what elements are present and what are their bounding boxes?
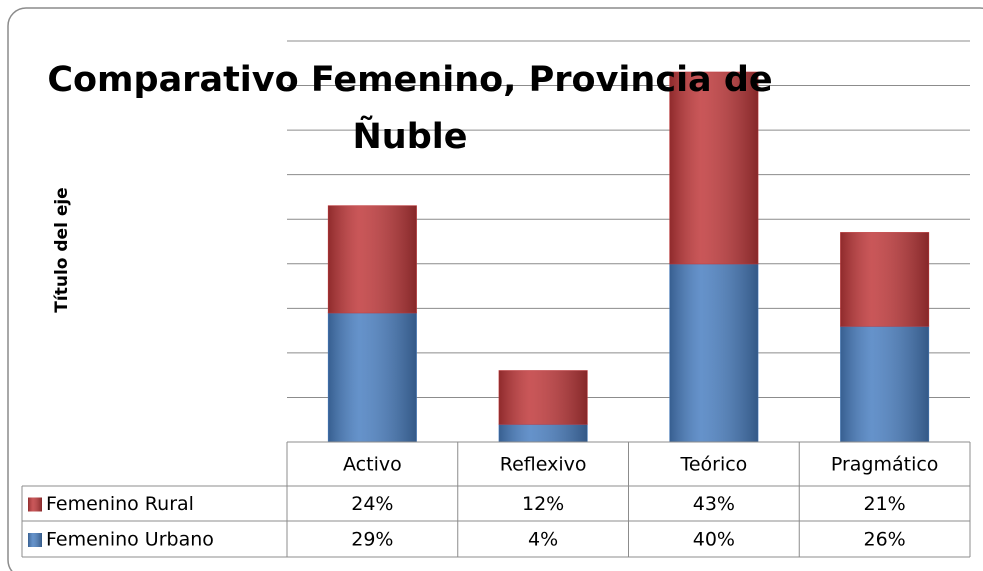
bar-shade [328, 205, 417, 313]
category-label: Reflexivo [500, 454, 587, 476]
legend-label: Femenino Urbano [46, 529, 214, 551]
bar-shade [669, 263, 758, 442]
category-label: Teórico [679, 454, 747, 476]
table-value: 24% [351, 493, 393, 515]
legend-key-shade [28, 533, 42, 547]
bar-shade [669, 72, 758, 264]
bar-shade [499, 424, 588, 442]
table-value: 26% [864, 529, 906, 551]
table-value: 29% [351, 529, 393, 551]
table-value: 4% [528, 529, 558, 551]
category-label: Pragmático [831, 454, 939, 476]
table-value: 12% [522, 493, 564, 515]
chart-title: Comparativo Femenino, Provincia de Ñuble [47, 60, 773, 157]
y-axis-title: Título del eje [52, 187, 72, 312]
table-value: 21% [864, 493, 906, 515]
bar-shade [499, 370, 588, 425]
bar-shade [840, 232, 929, 327]
table-value: 40% [693, 529, 735, 551]
legend-label: Femenino Rural [46, 493, 194, 515]
table-value: 43% [693, 493, 735, 515]
category-label: Activo [343, 454, 402, 476]
bar-shade [840, 326, 929, 442]
bar-shade [328, 312, 417, 442]
legend-key-shade [28, 497, 42, 512]
